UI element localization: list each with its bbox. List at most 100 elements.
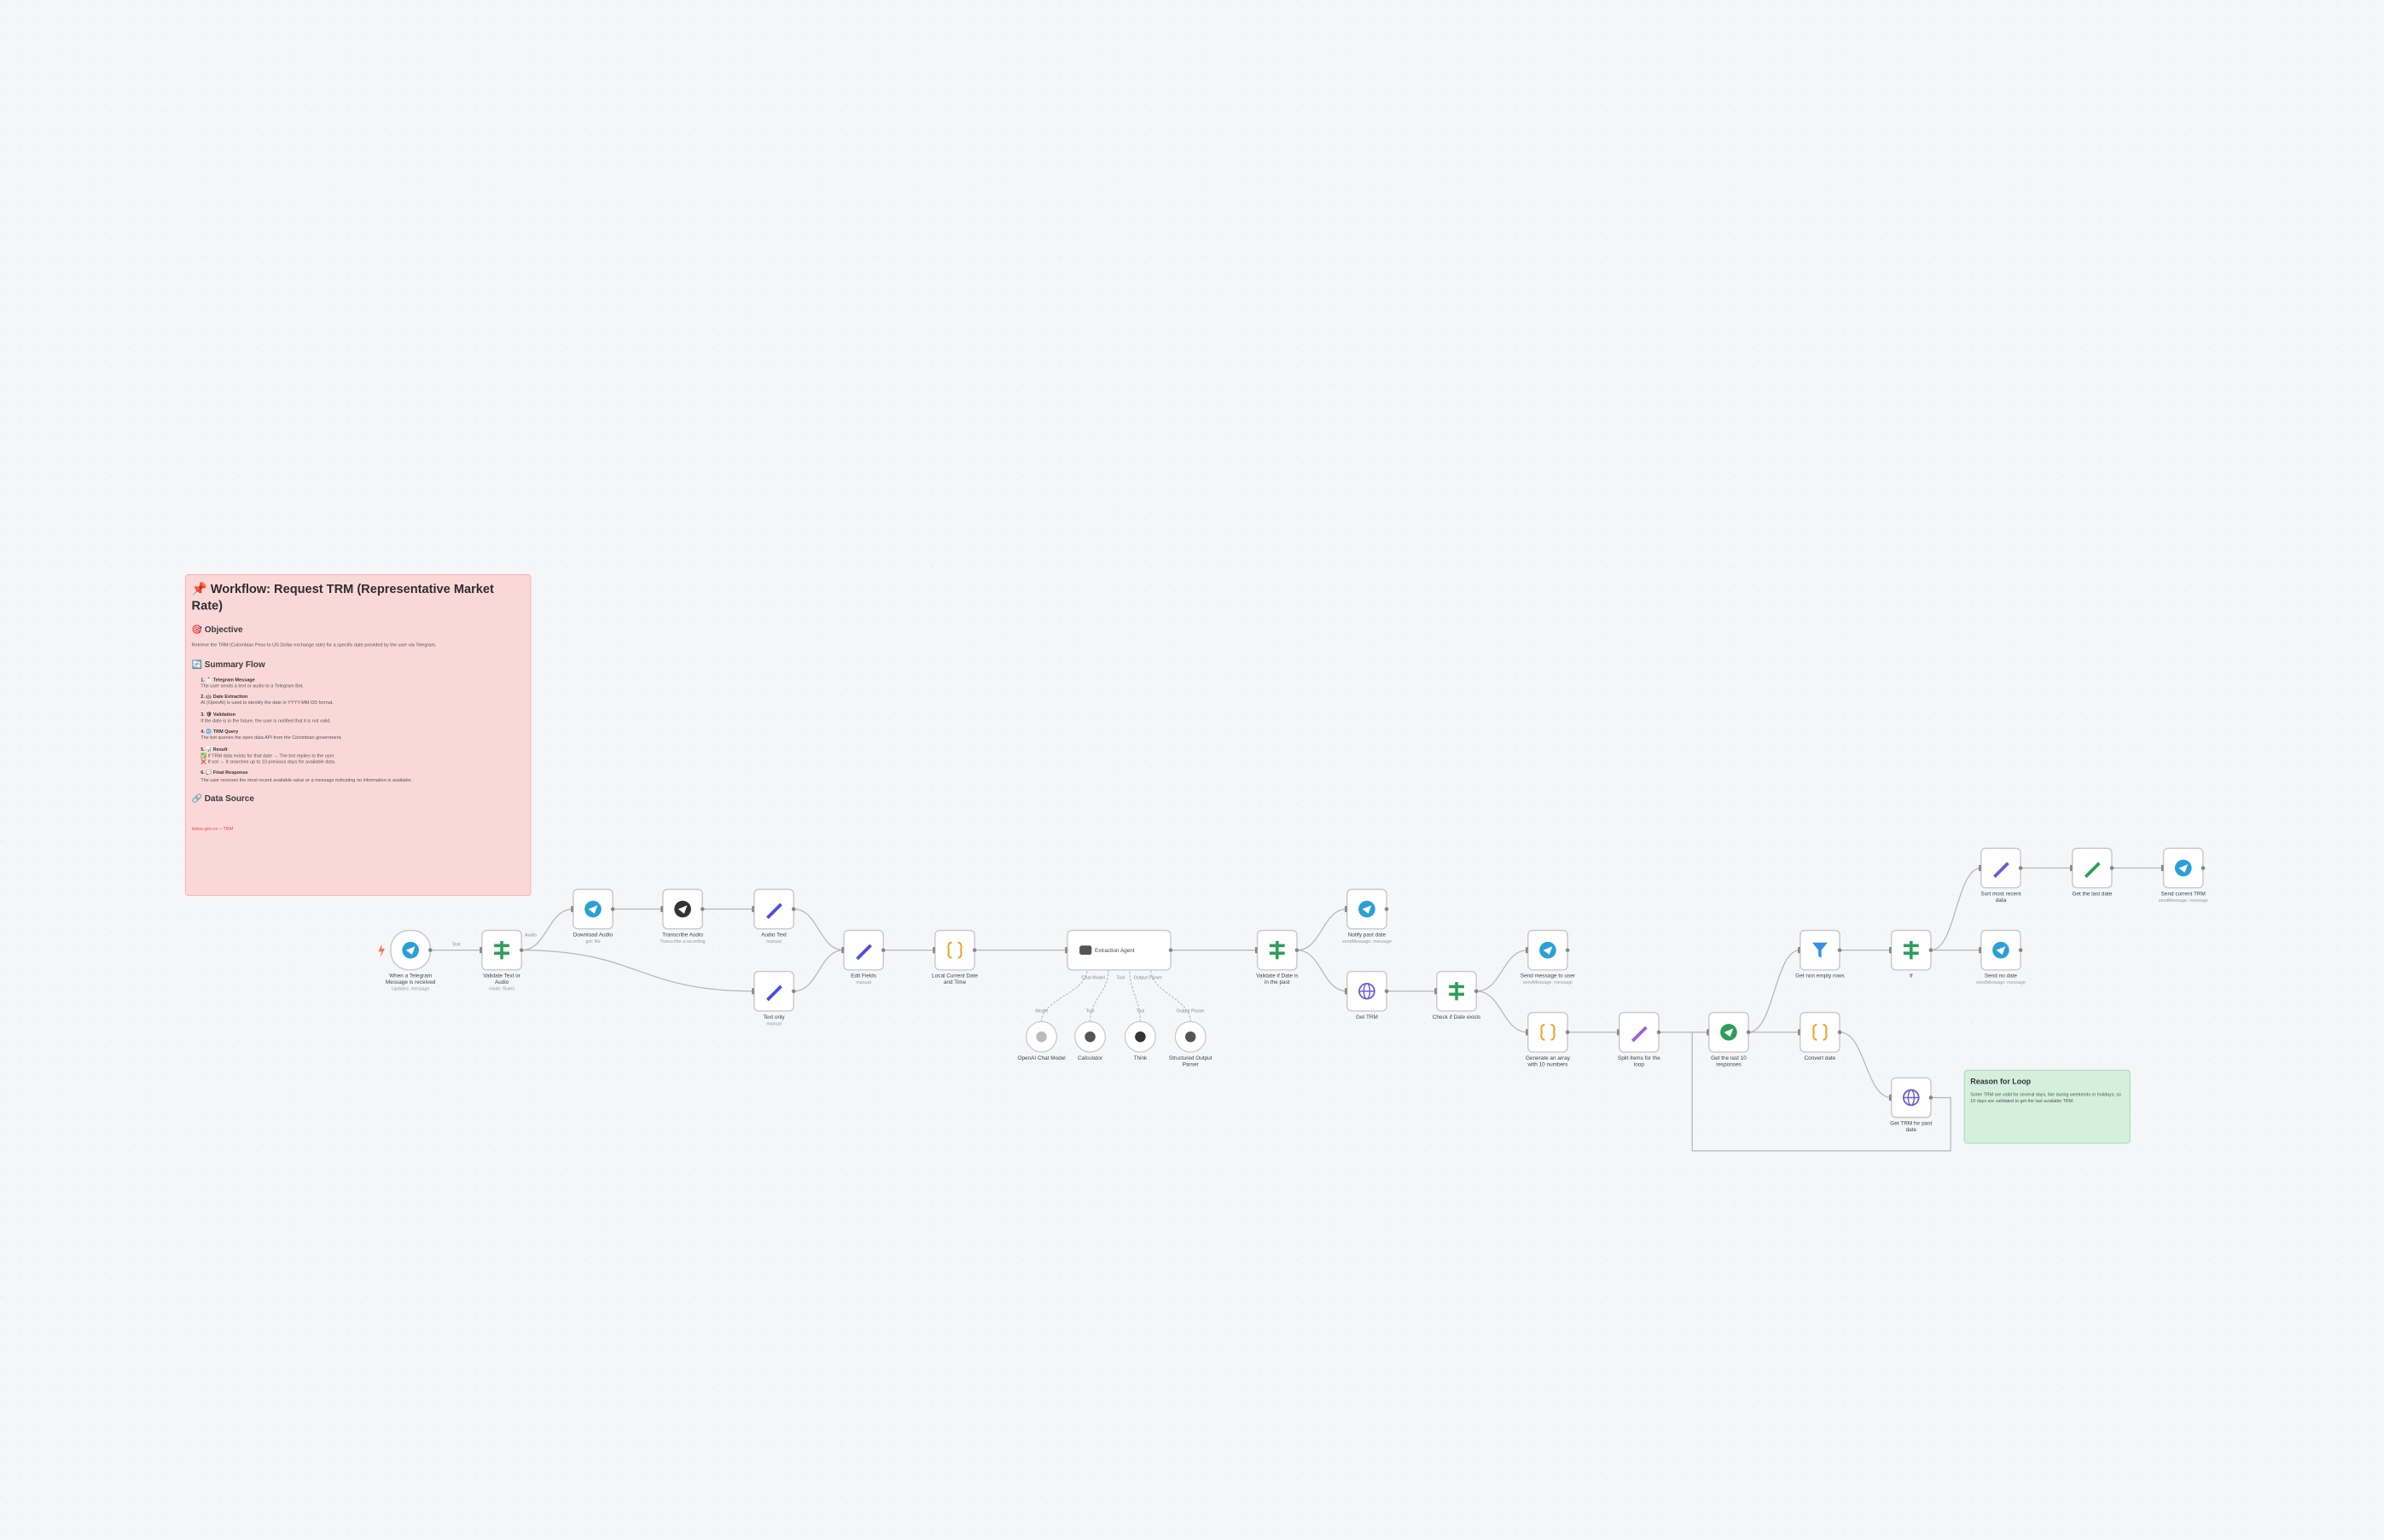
connection: [1691, 1032, 1951, 1152]
workflow-node[interactable]: Get the last date: [2070, 847, 2114, 898]
workflow-node[interactable]: Split Items for the loop: [1617, 1011, 1661, 1068]
workflow-node[interactable]: Sort most recent data: [1979, 847, 2023, 904]
step-title: 5. 📊 Result: [201, 746, 228, 753]
node-label: Validate if Date is in the past: [1256, 973, 1298, 985]
sticky-note[interactable]: [184, 573, 532, 897]
node-icon: [947, 941, 962, 959]
step: 1. 📩 Telegram Message The user sends a te…: [201, 676, 525, 689]
input-port: [1798, 1029, 1800, 1036]
node-icon: [1036, 1031, 1047, 1043]
node-label: Check if Date exists: [1433, 1014, 1481, 1020]
node-label: Extraction Agent: [1095, 948, 1135, 954]
node-subtitle: manual: [766, 1021, 781, 1026]
output-port: [2018, 866, 2023, 870]
input-port: [2070, 864, 2073, 871]
trigger-bolt: [378, 944, 385, 958]
output-port: [881, 948, 886, 952]
workflow-node[interactable]: Local Current Date and Time: [932, 929, 978, 985]
node-label: Get TRM for past date: [1890, 1121, 1932, 1133]
output-port: [610, 907, 615, 911]
input-port: [752, 905, 754, 913]
node-icon: [405, 946, 416, 955]
output-port: [1837, 1030, 1842, 1035]
input-port: [752, 988, 754, 995]
sub-connection: [1090, 969, 1109, 1022]
input-port: [1434, 988, 1437, 995]
output-port: [1294, 948, 1300, 952]
workflow-node[interactable]: Check if Date exists: [1433, 970, 1481, 1020]
workflow-node[interactable]: Get TRM: [1345, 970, 1389, 1020]
output-port: [1168, 948, 1173, 952]
step-title: 6. 💬 Final Response: [201, 770, 248, 776]
input-port: [660, 905, 663, 913]
input-port: [933, 947, 935, 954]
nodes: When a Telegram Message is received Update…: [378, 847, 2208, 1133]
node-label: Split Items for the loop: [1618, 1055, 1660, 1067]
step-title: 4. 🌐 TRM Query: [201, 728, 239, 735]
workflow-node[interactable]: Get non empty rows: [1795, 929, 1845, 979]
workflow-node[interactable]: Extraction Agent: [1065, 929, 1173, 971]
workflow-node[interactable]: Validate if Date is in the past: [1254, 929, 1300, 985]
node-icon: [500, 940, 503, 960]
input-port: [2160, 864, 2164, 871]
workflow-node[interactable]: Structured Output Parser: [1169, 1020, 1212, 1067]
node-label: Text only: [763, 1014, 785, 1020]
step-list: 1. 📩 Telegram Message The user sends a te…: [192, 676, 525, 782]
output-port: [1384, 907, 1389, 911]
workflow-node[interactable]: Convert date: [1798, 1011, 1842, 1061]
node-label: Local Current Date and Time: [932, 973, 978, 985]
node-label: Send current TRM: [2161, 892, 2206, 898]
connection: [521, 950, 754, 992]
workflow-node[interactable]: Generate an array with 10 numbers: [1526, 1011, 1571, 1068]
output-port: [1746, 1030, 1751, 1035]
step-text: ❌ If not → It searches up to 10 previous…: [201, 758, 336, 765]
node-icon: [1724, 1028, 1734, 1037]
workflow-node[interactable]: Think: [1124, 1020, 1156, 1061]
step-text: ✅ If TRM data exists for that date → The…: [201, 752, 335, 759]
workflow-node[interactable]: OpenAI Chat Model: [1017, 1020, 1066, 1061]
note-title: 📌 Workflow: Request TRM (Representative …: [191, 582, 494, 613]
node-subtitle: manual: [766, 939, 781, 944]
step: 5. 📊 Result ✅ If TRM data exists for that…: [201, 746, 525, 764]
node-icon: [1184, 1031, 1196, 1043]
step-text: The user receives the most recent availa…: [201, 776, 413, 783]
workflow-node[interactable]: If: [1888, 929, 1933, 979]
node-subtitle: sendMessage: message: [1976, 980, 2026, 985]
step-text: The bot queries the open data API from t…: [201, 735, 342, 741]
workflow-node[interactable]: Calculator: [1074, 1020, 1107, 1061]
source-link[interactable]: datos.gov.co – TRM: [191, 825, 234, 832]
node-icon: [766, 985, 782, 1002]
node-label: Structured Output Parser: [1169, 1055, 1212, 1067]
output-port: [427, 948, 433, 952]
workflow-node[interactable]: Validate Text or Audio mode: Rules: [480, 929, 524, 992]
output-port: [1565, 948, 1570, 952]
input-port: [480, 947, 482, 954]
node-label: Get TRM: [1356, 1014, 1378, 1020]
node-subtitle: manual: [856, 980, 870, 985]
output-port: [1837, 948, 1842, 952]
workflow-node[interactable]: Get TRM for past date: [1888, 1077, 1933, 1133]
input-port: [1526, 947, 1528, 954]
node-subtitle: sendMessage: message: [1523, 980, 1573, 985]
step-title: 1. 📩 Telegram Message: [201, 676, 255, 683]
workflow-node[interactable]: When a Telegram Message is received Update…: [378, 929, 436, 992]
edge-label: Chat Model: [1082, 976, 1105, 981]
connection: [1748, 950, 1800, 1033]
node-icon: [2178, 863, 2189, 873]
sticky-note[interactable]: [1963, 1069, 2131, 1144]
sub-connection: [1041, 969, 1088, 1022]
connection: [521, 908, 573, 951]
connection: [1296, 950, 1347, 992]
workflow-node[interactable]: Get the last 10 responses: [1707, 1011, 1751, 1068]
node-body: [1527, 1011, 1568, 1053]
note-body: 📌 Workflow: Request TRM (Representative …: [185, 575, 530, 896]
